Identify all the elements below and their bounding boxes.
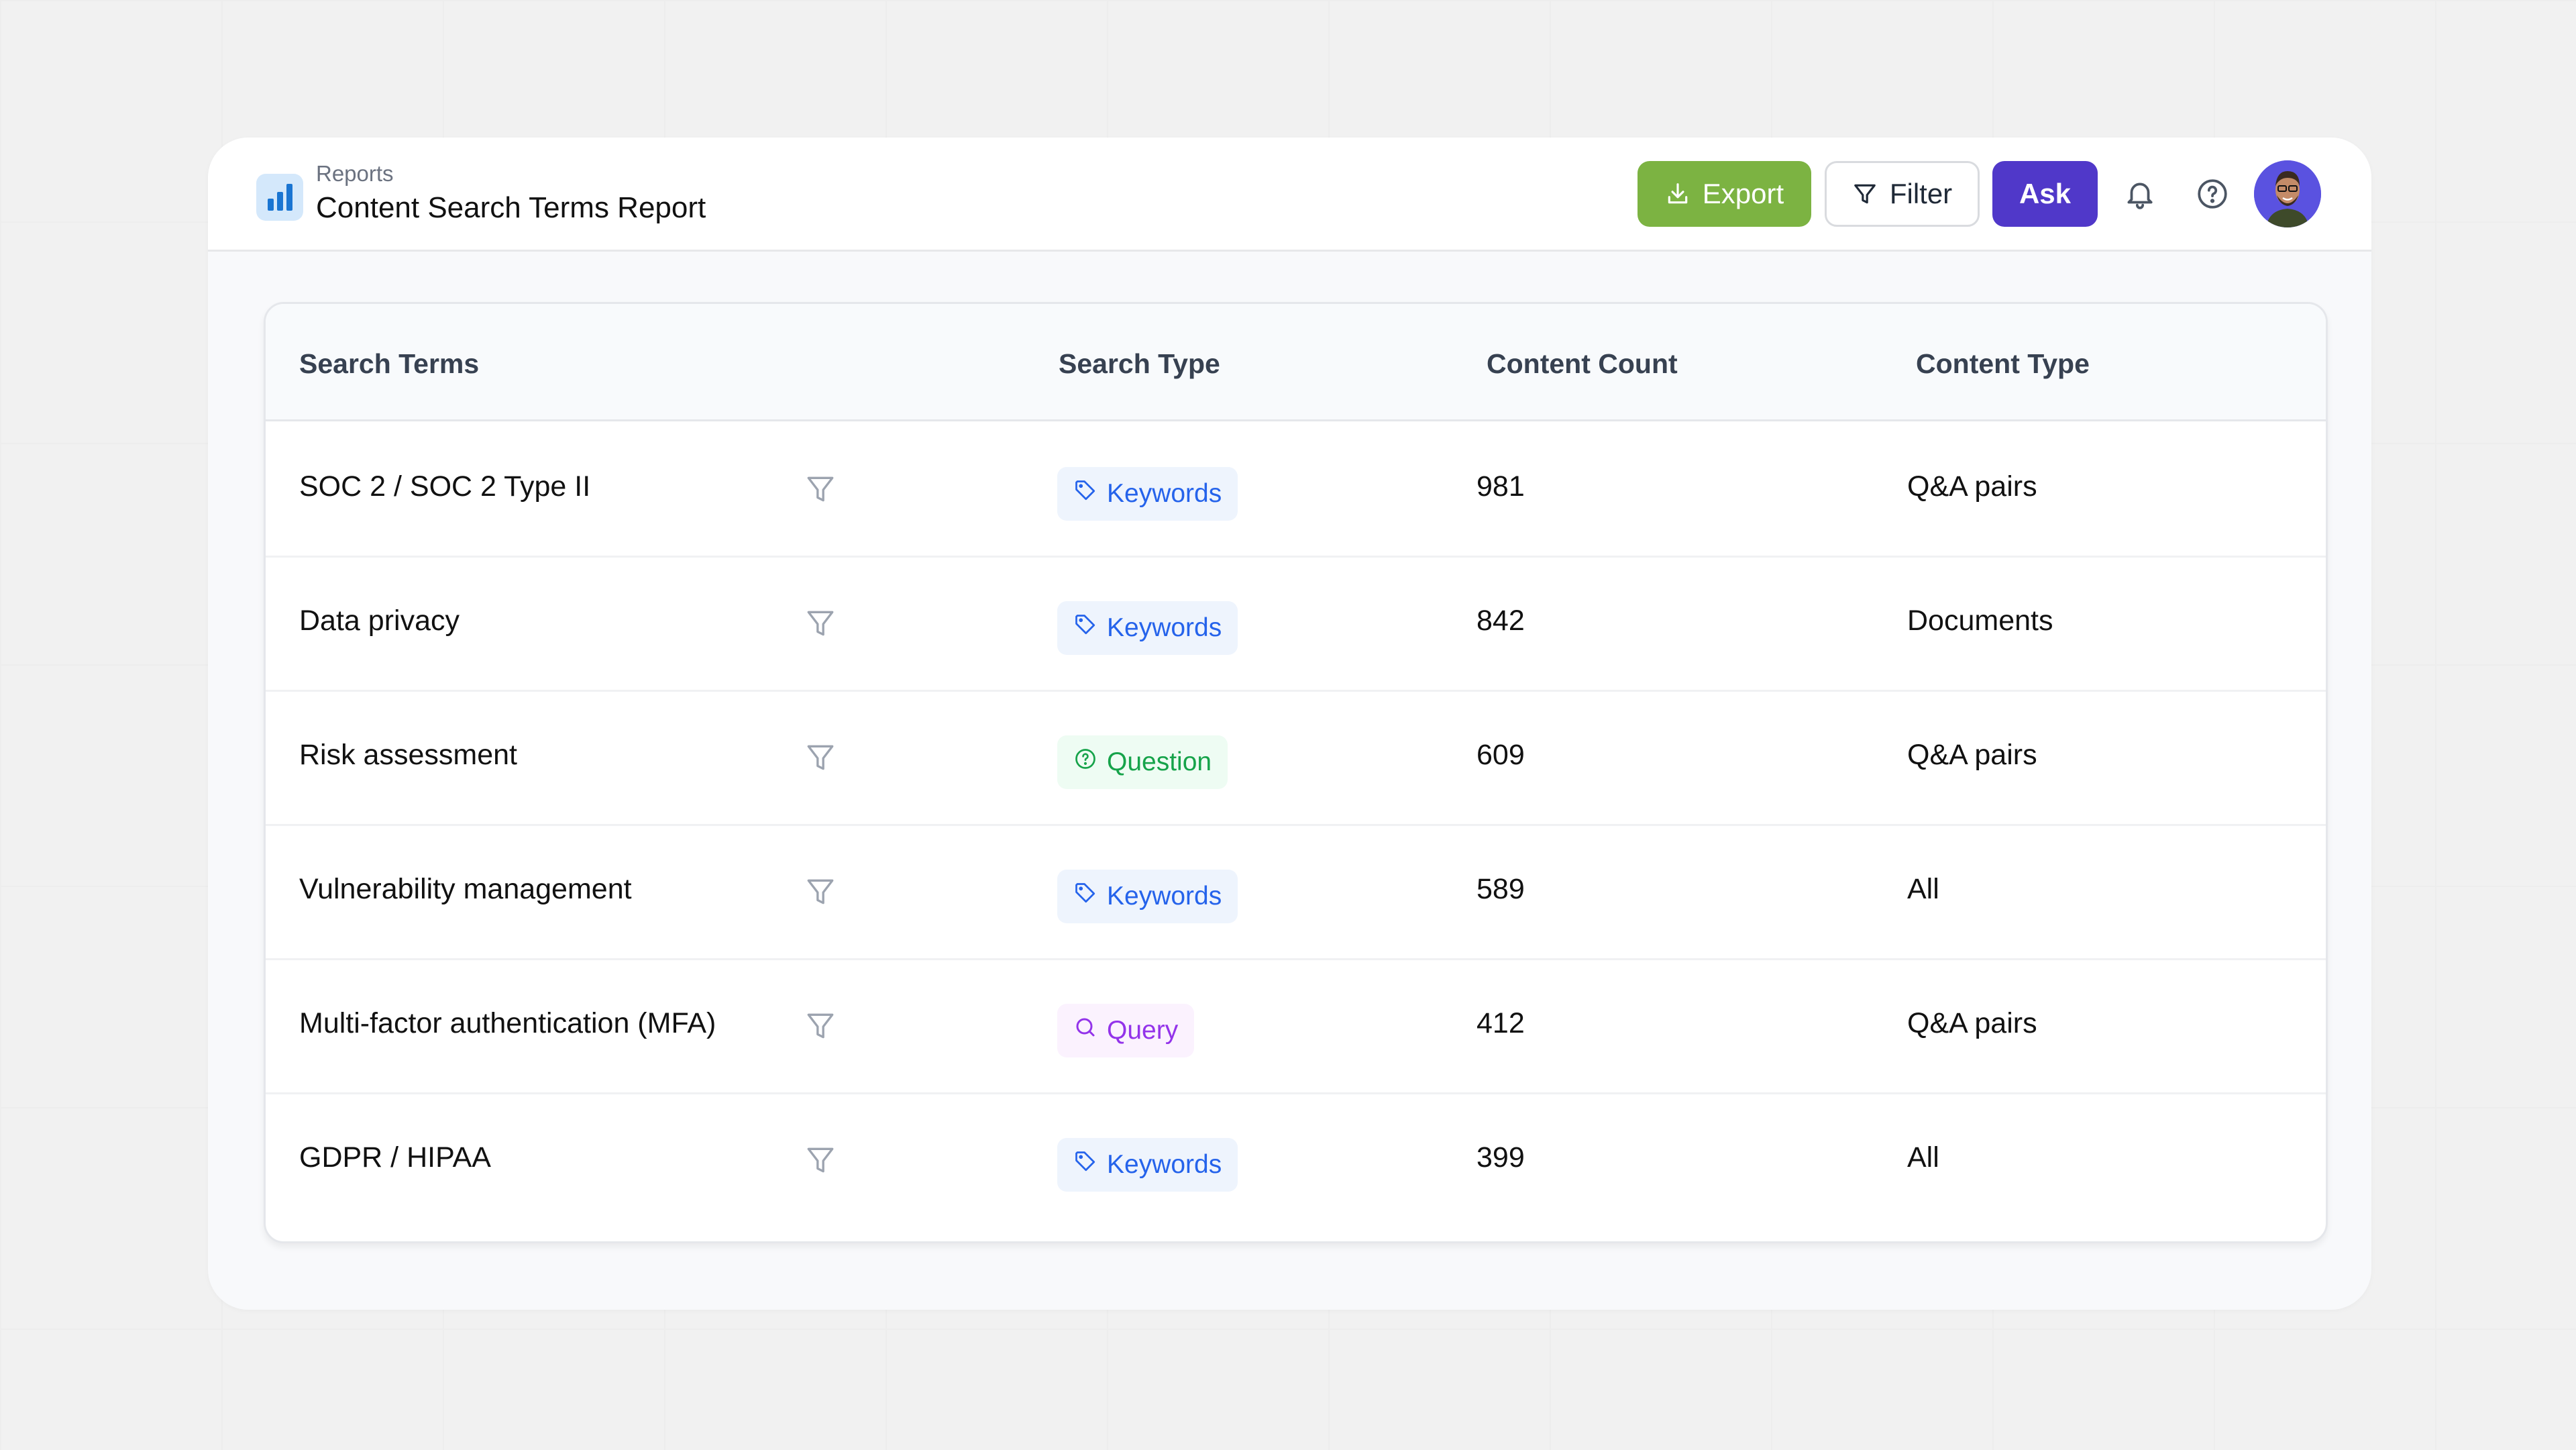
column-header-search-type[interactable]: Search Type bbox=[1059, 348, 1220, 379]
search-type-label: Keywords bbox=[1107, 613, 1222, 642]
bar-chart-icon bbox=[256, 174, 303, 221]
table-row[interactable]: Data privacy Keywords 842 Documents bbox=[266, 558, 2326, 692]
content-type: Q&A pairs bbox=[1907, 1007, 2037, 1039]
ask-button[interactable]: Ask bbox=[1992, 161, 2098, 227]
column-header-content-type[interactable]: Content Type bbox=[1916, 348, 2090, 379]
filter-icon bbox=[807, 1013, 834, 1039]
row-filter-button[interactable] bbox=[804, 1143, 837, 1177]
search-type-badge: Query bbox=[1057, 1004, 1195, 1057]
search-type-badge: Question bbox=[1057, 735, 1228, 789]
question-circle-icon bbox=[1073, 747, 1097, 778]
table-row[interactable]: SOC 2 / SOC 2 Type II Keywords 981 Q&A p… bbox=[266, 423, 2326, 558]
content-count: 399 bbox=[1477, 1141, 1525, 1174]
filter-button[interactable]: Filter bbox=[1825, 161, 1980, 227]
content-count: 981 bbox=[1477, 470, 1525, 503]
search-type-label: Keywords bbox=[1107, 882, 1222, 911]
bell-icon bbox=[2127, 183, 2153, 209]
content-type: Q&A pairs bbox=[1907, 470, 2037, 503]
content-type: All bbox=[1907, 873, 1939, 905]
search-term: Risk assessment bbox=[299, 739, 517, 771]
content-count: 412 bbox=[1477, 1007, 1525, 1039]
filter-icon bbox=[807, 611, 834, 636]
tag-icon bbox=[1075, 480, 1095, 501]
tag-icon bbox=[1073, 881, 1097, 912]
tag-icon bbox=[1075, 883, 1095, 903]
tag-icon bbox=[1075, 615, 1095, 635]
download-icon bbox=[1668, 183, 1688, 204]
export-button[interactable]: Export bbox=[1638, 161, 1811, 227]
content-count: 842 bbox=[1477, 605, 1525, 637]
table-row[interactable]: GDPR / HIPAA Keywords 399 All bbox=[266, 1094, 2326, 1229]
export-label: Export bbox=[1702, 178, 1784, 209]
table-header: Search Terms Search Type Content Count C… bbox=[266, 304, 2326, 421]
table-row[interactable]: Risk assessment Question 609 Q&A pairs bbox=[266, 692, 2326, 826]
tag-icon bbox=[1073, 613, 1097, 643]
search-term: Multi-factor authentication (MFA) bbox=[299, 1007, 716, 1039]
filter-icon bbox=[807, 476, 834, 502]
row-filter-button[interactable] bbox=[804, 875, 837, 909]
report-panel: Reports Content Search Terms Report Expo… bbox=[208, 138, 2371, 1310]
help-circle-icon bbox=[2198, 179, 2227, 209]
row-filter-button[interactable] bbox=[804, 1009, 837, 1043]
avatar-photo bbox=[2254, 160, 2321, 227]
search-type-label: Keywords bbox=[1107, 479, 1222, 508]
row-filter-button[interactable] bbox=[804, 741, 837, 774]
search-term: Vulnerability management bbox=[299, 873, 632, 905]
search-term: GDPR / HIPAA bbox=[299, 1141, 491, 1174]
column-header-search-terms[interactable]: Search Terms bbox=[299, 348, 480, 379]
filter-icon bbox=[807, 745, 834, 770]
column-header-content-count[interactable]: Content Count bbox=[1487, 348, 1678, 379]
breadcrumb[interactable]: Reports bbox=[316, 161, 394, 186]
search-type-badge: Keywords bbox=[1057, 1138, 1238, 1192]
top-bar: Reports Content Search Terms Report Expo… bbox=[208, 138, 2371, 252]
content-count: 589 bbox=[1477, 873, 1525, 905]
table-row[interactable]: Multi-factor authentication (MFA) Query … bbox=[266, 960, 2326, 1094]
search-terms-table: Search Terms Search Type Content Count C… bbox=[264, 302, 2328, 1243]
search-type-badge: Keywords bbox=[1057, 601, 1238, 655]
filter-label: Filter bbox=[1889, 178, 1953, 209]
search-term: Data privacy bbox=[299, 605, 460, 637]
content-type: All bbox=[1907, 1141, 1939, 1174]
content-count: 609 bbox=[1477, 739, 1525, 771]
tag-icon bbox=[1075, 1151, 1095, 1172]
filter-icon bbox=[1854, 184, 1876, 204]
row-filter-button[interactable] bbox=[804, 607, 837, 640]
user-avatar[interactable] bbox=[2254, 160, 2321, 227]
search-icon bbox=[1076, 1018, 1095, 1037]
tag-icon bbox=[1073, 1149, 1097, 1180]
table-row[interactable]: Vulnerability management Keywords 589 Al… bbox=[266, 826, 2326, 960]
question-circle-icon bbox=[1075, 749, 1095, 769]
content-type: Q&A pairs bbox=[1907, 739, 2037, 771]
search-icon bbox=[1073, 1015, 1097, 1046]
search-type-badge: Keywords bbox=[1057, 870, 1238, 923]
row-filter-button[interactable] bbox=[804, 472, 837, 506]
ask-label: Ask bbox=[2019, 178, 2072, 209]
content-type: Documents bbox=[1907, 605, 2053, 637]
search-type-label: Keywords bbox=[1107, 1150, 1222, 1179]
filter-icon bbox=[807, 879, 834, 904]
tag-icon bbox=[1073, 478, 1097, 509]
notifications-button[interactable] bbox=[2121, 175, 2159, 213]
search-type-label: Query bbox=[1107, 1016, 1179, 1045]
filter-icon bbox=[807, 1147, 834, 1173]
help-button[interactable] bbox=[2194, 175, 2231, 213]
search-type-label: Question bbox=[1107, 747, 1212, 776]
page-title: Content Search Terms Report bbox=[316, 191, 706, 224]
search-type-badge: Keywords bbox=[1057, 467, 1238, 521]
search-term: SOC 2 / SOC 2 Type II bbox=[299, 470, 591, 503]
